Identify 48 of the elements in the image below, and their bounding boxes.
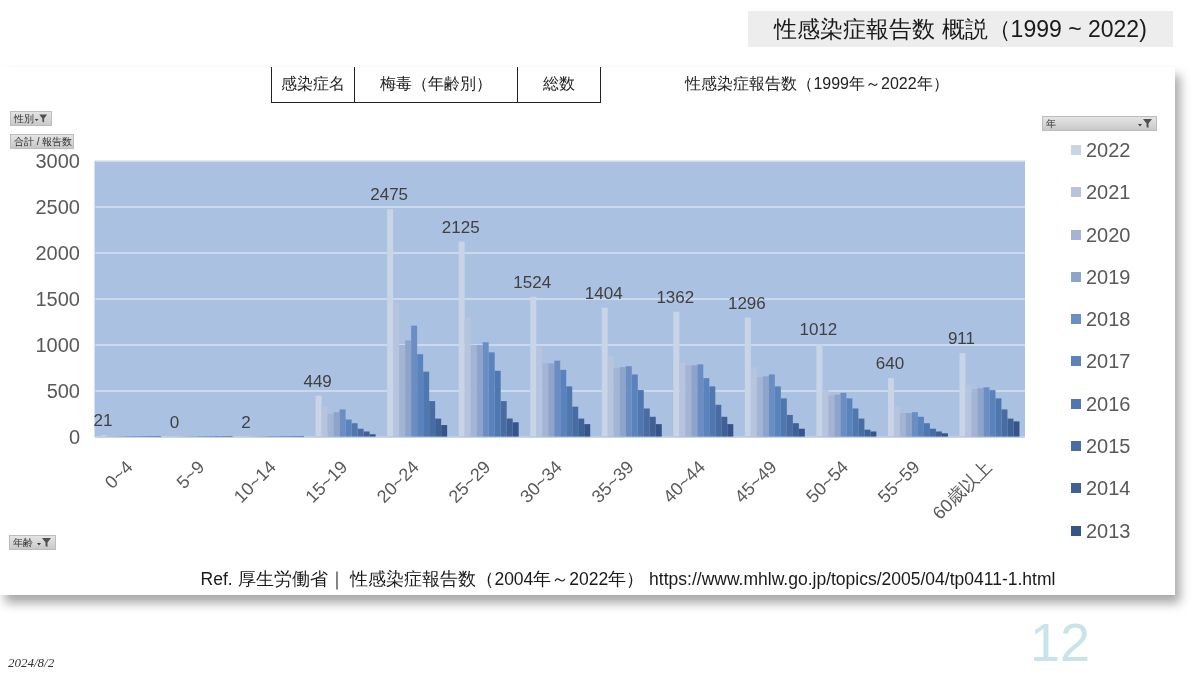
legend-label: 2019 [1086, 264, 1131, 289]
data-label: 449 [303, 371, 332, 391]
legend-label: 2020 [1086, 222, 1131, 247]
chart-title: 性感染症報告数 概説（1999 ~ 2022) [774, 14, 1147, 44]
data-label: 2475 [370, 185, 409, 205]
chart-subtitle: 性感染症報告数（1999年～2022年） [685, 75, 949, 92]
y-tick-label: 0 [68, 426, 80, 449]
text: 総数 [543, 74, 575, 94]
x-tick-label: 5~9 [172, 456, 209, 493]
legend-label: 2015 [1086, 434, 1131, 459]
data-label: 2125 [441, 217, 480, 237]
data-label: 1362 [656, 287, 695, 307]
field-button: 合計 / 報告数 [10, 134, 74, 149]
y-tick-label: 1000 [35, 334, 80, 357]
data-label: 2 [241, 412, 251, 432]
field-button: 年齢 [9, 535, 56, 550]
text: 12 [1030, 612, 1091, 672]
y-tick-label: 500 [46, 380, 80, 403]
data-label: 1296 [727, 293, 766, 313]
legend-label: 2022 [1086, 138, 1131, 162]
legend-label: 2017 [1086, 349, 1131, 374]
data-label: 1012 [799, 319, 838, 339]
y-tick-label: 2000 [35, 242, 80, 265]
data-label: 1524 [513, 272, 552, 292]
y-tick-label: 1500 [35, 288, 80, 311]
legend-label: 2014 [1086, 476, 1131, 501]
legend-label: 2018 [1086, 307, 1131, 332]
legend-title: 年 [1046, 117, 1056, 130]
x-axis-title: 年齢 [13, 536, 33, 549]
legend-label: 2016 [1086, 391, 1131, 416]
legend-label: 2021 [1086, 180, 1131, 205]
text: 感染症名 [281, 74, 345, 94]
text: Ref. 厚生労働省｜ 性感染症報告数（2004年～2022年） https://www.mhlw.go.jp/topics/2005/04/tp0411-1.html [200, 569, 1056, 589]
field-button: 年 [1042, 116, 1157, 131]
data-label: 21 [93, 411, 113, 431]
y-axis-title: 合計 / 報告数 [14, 135, 73, 148]
legend-label: 2013 [1086, 518, 1131, 543]
text: 2024/8/2 [8, 655, 55, 670]
y-tick-label: 2500 [35, 196, 80, 219]
data-label: 911 [947, 329, 976, 349]
data-label: 1404 [584, 283, 623, 303]
data-label: 0 [169, 413, 180, 432]
y-tick-label: 3000 [35, 150, 80, 173]
field-button: 性別 [10, 111, 52, 126]
x-tick-label: 0~4 [101, 456, 137, 493]
x-tick-label: 60歳以上 [928, 456, 996, 524]
data-label: 640 [875, 354, 905, 374]
text: 梅毒（年齢別） [380, 74, 492, 94]
